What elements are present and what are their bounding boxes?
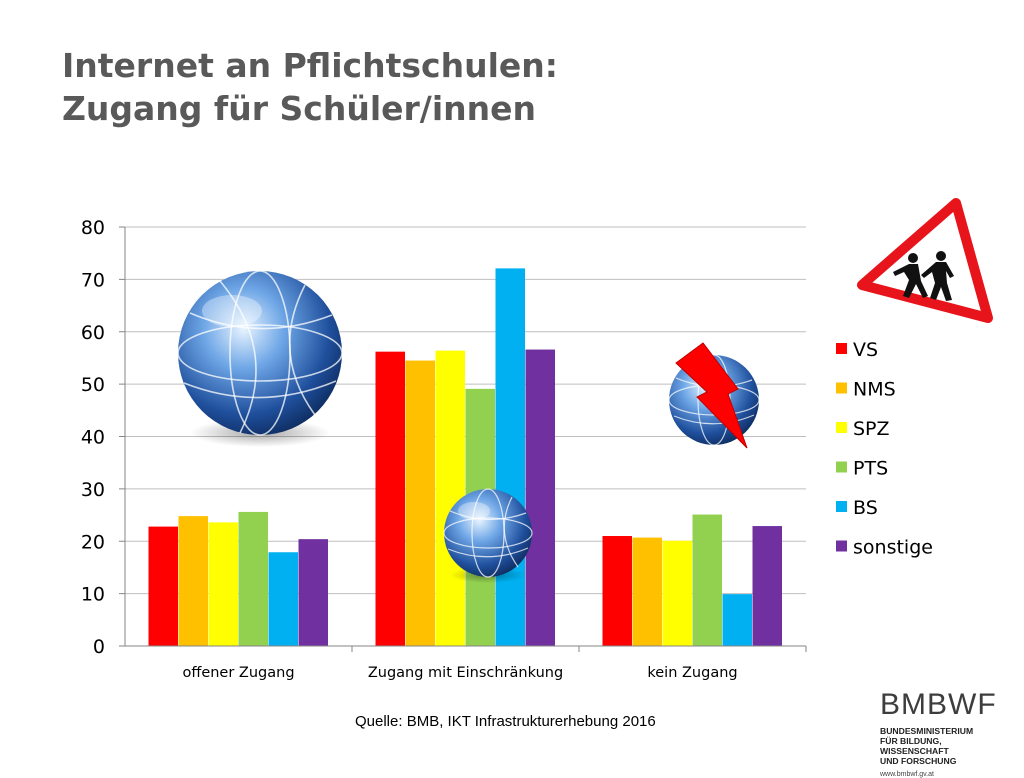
legend-swatch-vs xyxy=(836,343,847,354)
bar-sonstige-2 xyxy=(525,349,555,646)
globe-icon xyxy=(177,270,343,447)
bar-spz-3 xyxy=(662,540,692,646)
title-line-2: Zugang für Schüler/innen xyxy=(62,89,537,128)
bar-vs-1 xyxy=(148,526,178,646)
bar-vs-3 xyxy=(602,536,632,646)
legend-label-sonstige: sonstige xyxy=(853,537,933,559)
bar-sonstige-1 xyxy=(298,539,328,646)
bar-vs-2 xyxy=(375,351,405,646)
bar-nms-2 xyxy=(405,360,435,646)
bar-bs-2 xyxy=(495,268,525,646)
logo-ministry-name: BUNDESMINISTERIUM FÜR BILDUNG, WISSENSCH… xyxy=(880,726,974,766)
lightning-icon xyxy=(675,342,748,449)
bar-pts-3 xyxy=(692,514,722,646)
legend-swatch-bs xyxy=(836,501,847,512)
bar-bs-1 xyxy=(268,552,298,646)
globe-icon xyxy=(443,488,533,583)
legend-label-nms: NMS xyxy=(853,379,896,401)
bar-spz-1 xyxy=(208,522,238,646)
bar-sonstige-3 xyxy=(752,526,782,646)
category-label: offener Zugang xyxy=(182,665,294,681)
source-note: Quelle: BMB, IKT Infrastrukturerhebung 2… xyxy=(355,713,656,730)
ministry-logo: BMBWF BUNDESMINISTERIUM FÜR BILDUNG, WIS… xyxy=(880,690,1010,778)
children-crossing-sign-icon xyxy=(857,198,993,323)
bars xyxy=(148,268,782,646)
category-label: kein Zugang xyxy=(647,665,737,681)
y-tick-label: 0 xyxy=(93,636,105,658)
bar-pts-1 xyxy=(238,511,268,646)
y-axis: 0 10 20 30 40 50 60 70 80 xyxy=(81,217,126,658)
y-tick-label: 80 xyxy=(81,217,105,239)
legend: VS NMS SPZ PTS BS sonstige xyxy=(836,339,933,559)
legend-label-spz: SPZ xyxy=(853,418,890,440)
slide-title: Internet an Pflichtschulen: Zugang für S… xyxy=(62,44,558,130)
y-tick-label: 40 xyxy=(81,427,105,449)
bar-spz-2 xyxy=(435,350,465,646)
legend-swatch-pts xyxy=(836,461,847,473)
legend-label-vs: VS xyxy=(853,339,878,361)
legend-swatch-sonstige xyxy=(836,540,847,552)
bar-nms-3 xyxy=(632,537,662,646)
y-tick-label: 50 xyxy=(81,374,105,396)
logo-acronym: BMBWF xyxy=(880,688,997,721)
y-tick-label: 10 xyxy=(81,584,105,606)
x-axis: offener Zugang Zugang mit Einschränkung ke… xyxy=(125,645,807,681)
category-label: Zugang mit Einschränkung xyxy=(368,665,563,681)
bar-nms-1 xyxy=(178,516,208,646)
title-line-1: Internet an Pflichtschulen: xyxy=(62,46,558,85)
y-tick-label: 60 xyxy=(81,322,105,344)
legend-swatch-spz xyxy=(836,422,847,433)
y-tick-label: 20 xyxy=(81,531,105,553)
y-tick-label: 30 xyxy=(81,479,105,501)
legend-label-bs: BS xyxy=(853,497,878,519)
logo-url: www.bmbwf.gv.at xyxy=(880,771,934,778)
legend-label-pts: PTS xyxy=(853,458,888,480)
bar-bs-3 xyxy=(722,594,752,646)
legend-swatch-nms xyxy=(836,382,847,394)
y-tick-label: 70 xyxy=(81,269,105,291)
